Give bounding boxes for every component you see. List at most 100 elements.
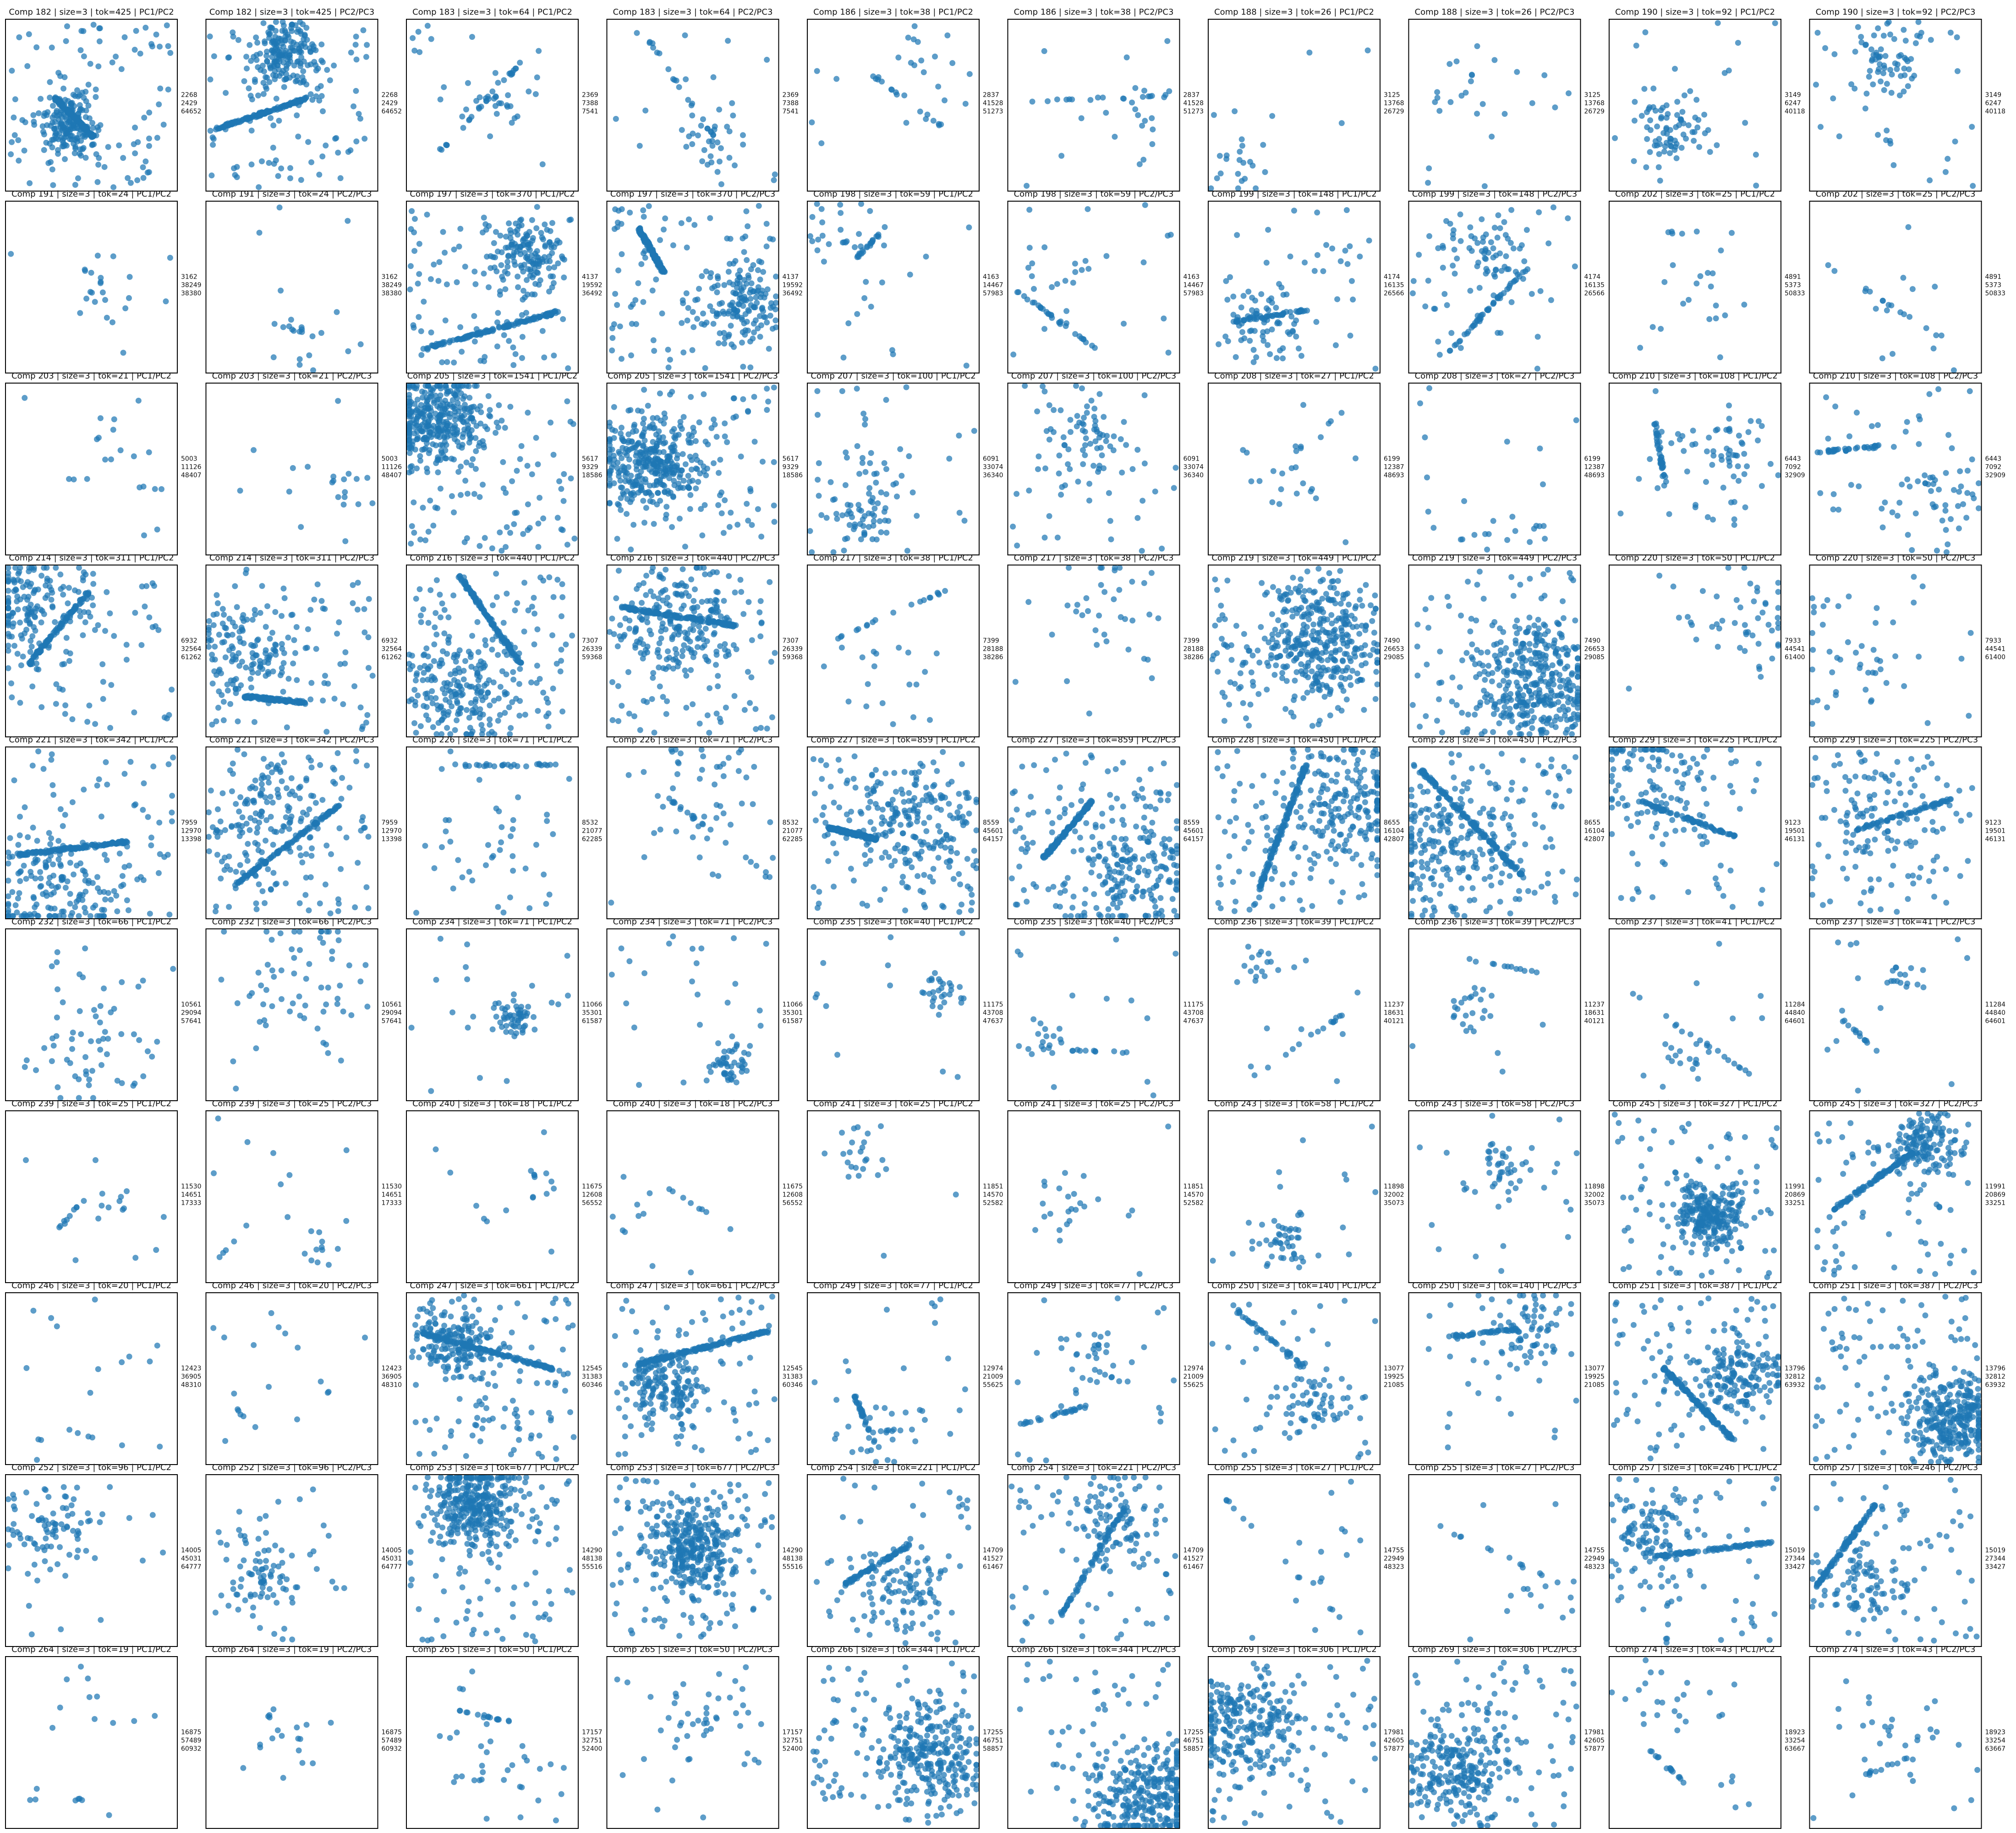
scatter-point (698, 123, 704, 129)
scatter-point (690, 477, 696, 483)
scatter-point (1467, 288, 1473, 294)
scatter-point (476, 104, 482, 110)
scatter-point (1119, 470, 1125, 476)
scatter-point (1729, 230, 1735, 236)
scatter-point (263, 650, 268, 656)
scatter-point (519, 443, 525, 449)
scatter-point (423, 645, 429, 651)
scatter-point (1134, 447, 1140, 453)
scatter-point (1083, 258, 1089, 264)
token-id-label: 4163 (1183, 274, 1200, 281)
scatter-point (1092, 418, 1098, 424)
scatter-point (438, 615, 444, 620)
scatter-point (758, 294, 764, 300)
scatter-point (821, 258, 827, 264)
scatter-point (616, 449, 622, 455)
scatter-point (883, 466, 889, 472)
scatter-point (232, 172, 238, 178)
scatter-point (1096, 391, 1102, 397)
scatter-point (1731, 452, 1737, 458)
scatter-point (1686, 297, 1692, 303)
scatter-point (472, 383, 478, 389)
scatter-point (1869, 423, 1875, 429)
scatter-point (1069, 96, 1075, 102)
scatter-point (1302, 259, 1308, 265)
scatter-point (261, 20, 267, 26)
scatter-point (88, 270, 94, 276)
scatter-point (493, 70, 499, 76)
point-cloud (609, 203, 779, 371)
scatter-point (132, 150, 138, 156)
scatter-point (508, 72, 514, 78)
scatter-point (717, 457, 723, 463)
scatter-point (526, 88, 531, 94)
point-cloud (22, 395, 164, 538)
axes-frame (1008, 19, 1180, 191)
scatter-point (143, 583, 149, 589)
scatter-point (666, 364, 672, 370)
scatter-point (301, 41, 307, 47)
scatter-point (279, 670, 285, 675)
scatter-point (1150, 126, 1156, 132)
axes-frame (1208, 201, 1380, 373)
scatter-point (561, 274, 567, 280)
scatter-point (406, 469, 412, 475)
scatter-point (1897, 93, 1903, 99)
scatter-point (294, 624, 300, 630)
scatter-point (650, 288, 656, 294)
scatter-point (433, 442, 439, 448)
scatter-point (646, 203, 652, 209)
scatter-point (1875, 132, 1881, 138)
scatter-point (1417, 401, 1423, 406)
scatter-point (527, 247, 533, 253)
scatter-point (1141, 88, 1147, 93)
scatter-point (964, 362, 970, 368)
scatter-point (1269, 499, 1275, 505)
scatter-point (255, 93, 261, 99)
scatter-point (693, 453, 699, 459)
scatter-point (548, 420, 553, 426)
scatter-point (209, 722, 215, 728)
token-id-label: 5617 (582, 456, 598, 463)
scatter-point (1875, 442, 1881, 448)
scatter-point (932, 54, 938, 60)
scatter-point (1550, 204, 1556, 210)
scatter-point (668, 489, 674, 495)
scatter-point (1457, 211, 1463, 217)
scatter-point (77, 310, 83, 316)
scatter-point (1970, 183, 1976, 189)
scatter-point (62, 74, 68, 80)
scatter-point (917, 109, 923, 115)
scatter-point (18, 632, 24, 638)
scatter-point (1643, 29, 1649, 35)
scatter-point (298, 177, 304, 183)
scatter-point (642, 476, 648, 482)
scatter-point (473, 448, 479, 454)
scatter-point (93, 87, 99, 93)
scatter-point (534, 74, 540, 80)
scatter-point (364, 475, 370, 481)
token-id-label: 16135 (1584, 282, 1605, 289)
token-id-label: 6247 (1985, 100, 2002, 107)
scatter-point (68, 133, 74, 139)
scatter-point (1666, 511, 1672, 517)
scatter-point (1903, 429, 1909, 435)
scatter-point (132, 610, 138, 616)
scatter-point (1296, 346, 1302, 351)
scatter-point (1753, 152, 1759, 158)
scatter-point (471, 313, 477, 319)
scatter-point (530, 235, 536, 241)
scatter-point (1709, 462, 1715, 468)
scatter-point (876, 234, 882, 240)
scatter-point (315, 86, 321, 92)
token-id-label: 19592 (783, 282, 803, 289)
scatter-point (663, 470, 669, 476)
scatter-point (411, 48, 417, 54)
scatter-point (318, 330, 324, 336)
scatter-point (471, 269, 477, 274)
scatter-point (26, 31, 32, 37)
scatter-point (1509, 514, 1515, 520)
scatter-point (1280, 356, 1286, 362)
scatter-point (533, 225, 539, 231)
scatter-point (1956, 489, 1962, 495)
